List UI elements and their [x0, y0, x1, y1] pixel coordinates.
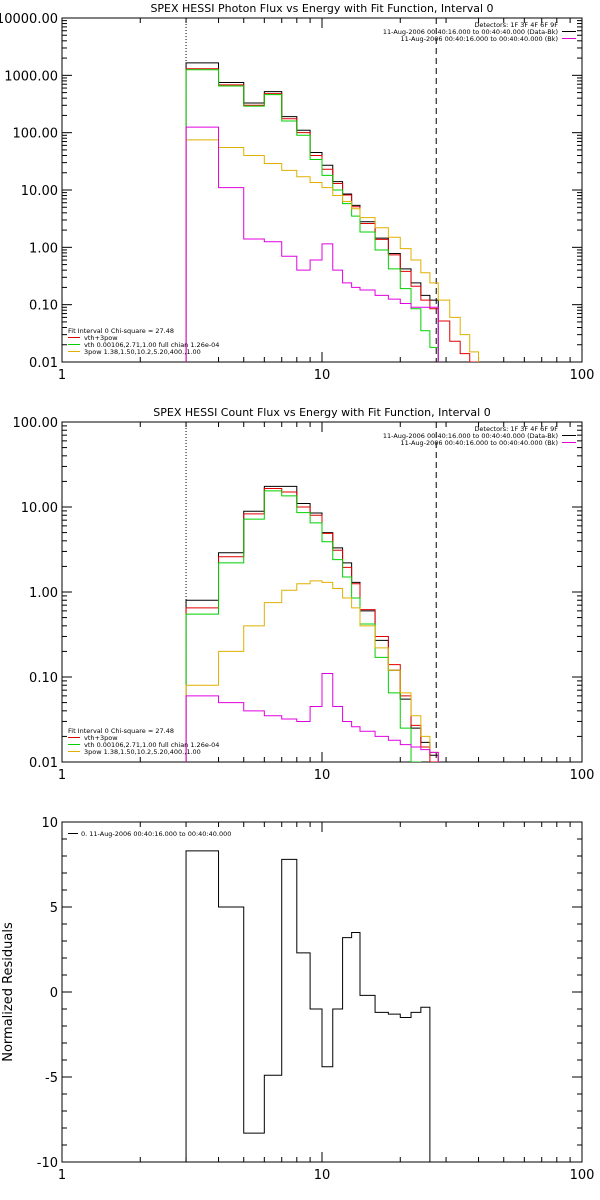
y-tick-label: 10: [41, 816, 58, 831]
y-tick-label: 100.00: [13, 416, 59, 431]
y-tick-label: 1.00: [29, 586, 58, 601]
y-tick-label: 0.01: [29, 356, 58, 371]
y-tick-label: 5: [50, 901, 58, 916]
series-line-3pow: [185, 580, 439, 762]
y-tick-label: 0: [50, 986, 58, 1001]
y-tick-label: 10.00: [21, 501, 58, 516]
legend-topright-text: 11-Aug-2006 00:40:16.000 to 00:40:40.000…: [401, 439, 558, 447]
series-group: [185, 850, 439, 1162]
legend-bottomleft-text: 3pow 1.38,1.50,10.2,5.20,400.,1.00: [84, 348, 201, 356]
series-line-bk: [185, 126, 439, 362]
plot-frame: [61, 17, 583, 363]
series-line-3pow: [185, 139, 480, 362]
legend-topright-text: 11-Aug-2006 00:40:16.000 to 00:40:40.000…: [383, 28, 558, 36]
x-tick-label: 100: [570, 1168, 595, 1183]
chart-title: SPEX HESSI Photon Flux vs Energy with Fi…: [150, 2, 493, 15]
legend-bottomleft-text: Fit Interval 0 Chi-square = 27.48: [68, 327, 174, 335]
legend-topright-text: 11-Aug-2006 00:40:16.000 to 00:40:40.000…: [401, 35, 558, 43]
y-tick-label: 0.01: [29, 756, 58, 771]
y-tick-label: 100.00: [13, 127, 59, 142]
x-tick-label: 1: [58, 1168, 66, 1183]
series-group: [185, 62, 480, 362]
x-tick-label: 10: [314, 1168, 331, 1183]
legend-topright-text: Detectors: 1F 3F 4F 6F 9F: [474, 21, 558, 29]
x-tick-label: 10: [314, 368, 331, 383]
plot-frame: [61, 821, 583, 1163]
y-axis-label: Normalized Residuals: [1, 922, 16, 1062]
y-tick-label: -5: [45, 1071, 58, 1086]
x-tick-label: 10: [314, 768, 331, 783]
series-line-bk: [185, 672, 439, 762]
y-tick-label: 10.00: [21, 184, 58, 199]
y-tick-label: 0.10: [29, 299, 58, 314]
y-tick-label: 0.10: [29, 671, 58, 686]
series-line-residuals: [185, 850, 439, 1162]
series-line-data-bk: [185, 62, 439, 362]
legend-bottomleft-text: vth 0.00106,2.71,1.00 full chian 1.26e-0…: [84, 741, 219, 749]
series-line-vth-3pow: [185, 68, 480, 362]
series-line-vth: [185, 490, 422, 762]
x-tick-label: 1: [58, 768, 66, 783]
chart-panel-3: 1 10 100 -10 -5 0 5 10 Normalized Residuals 0. 11…: [1, 816, 594, 1183]
y-tick-label: 1000.00: [4, 69, 58, 84]
plot-frame: [61, 421, 583, 763]
x-tick-label: 100: [570, 368, 595, 383]
legend-bottomleft-text: vth+3pow: [84, 334, 118, 342]
chart-panel-1: SPEX HESSI Photon Flux vs Energy with Fi…: [0, 2, 594, 383]
series-line-vth: [185, 69, 439, 362]
y-tick-label: 1.00: [29, 241, 58, 256]
y-tick-label: 10000.00: [0, 12, 58, 27]
x-tick-label: 1: [58, 368, 66, 383]
series-group: [185, 485, 439, 762]
y-tick-label: -10: [37, 1156, 58, 1171]
chart-panel-2: SPEX HESSI Count Flux vs Energy with Fit…: [13, 406, 595, 783]
legend-bottomleft-text: Fit Interval 0 Chi-square = 27.48: [68, 727, 174, 735]
legend-topleft-text: 0. 11-Aug-2006 00:40:16.000 to 00:40:40.…: [81, 830, 231, 838]
x-tick-label: 100: [570, 768, 595, 783]
legend-bottomleft-text: 3pow 1.38,1.50,10.2,5.20,400.,1.00: [84, 748, 201, 756]
legend-topright-text: Detectors: 1F 3F 4F 6F 9F: [474, 425, 558, 433]
legend-bottomleft-text: vth 0.00106,2.71,1.00 full chian 1.26e-0…: [84, 341, 219, 349]
legend-topright-text: 11-Aug-2006 00:40:16.000 to 00:40:40.000…: [383, 432, 558, 440]
chart-title: SPEX HESSI Count Flux vs Energy with Fit…: [153, 406, 490, 419]
legend-bottomleft-text: vth+3pow: [84, 734, 118, 742]
